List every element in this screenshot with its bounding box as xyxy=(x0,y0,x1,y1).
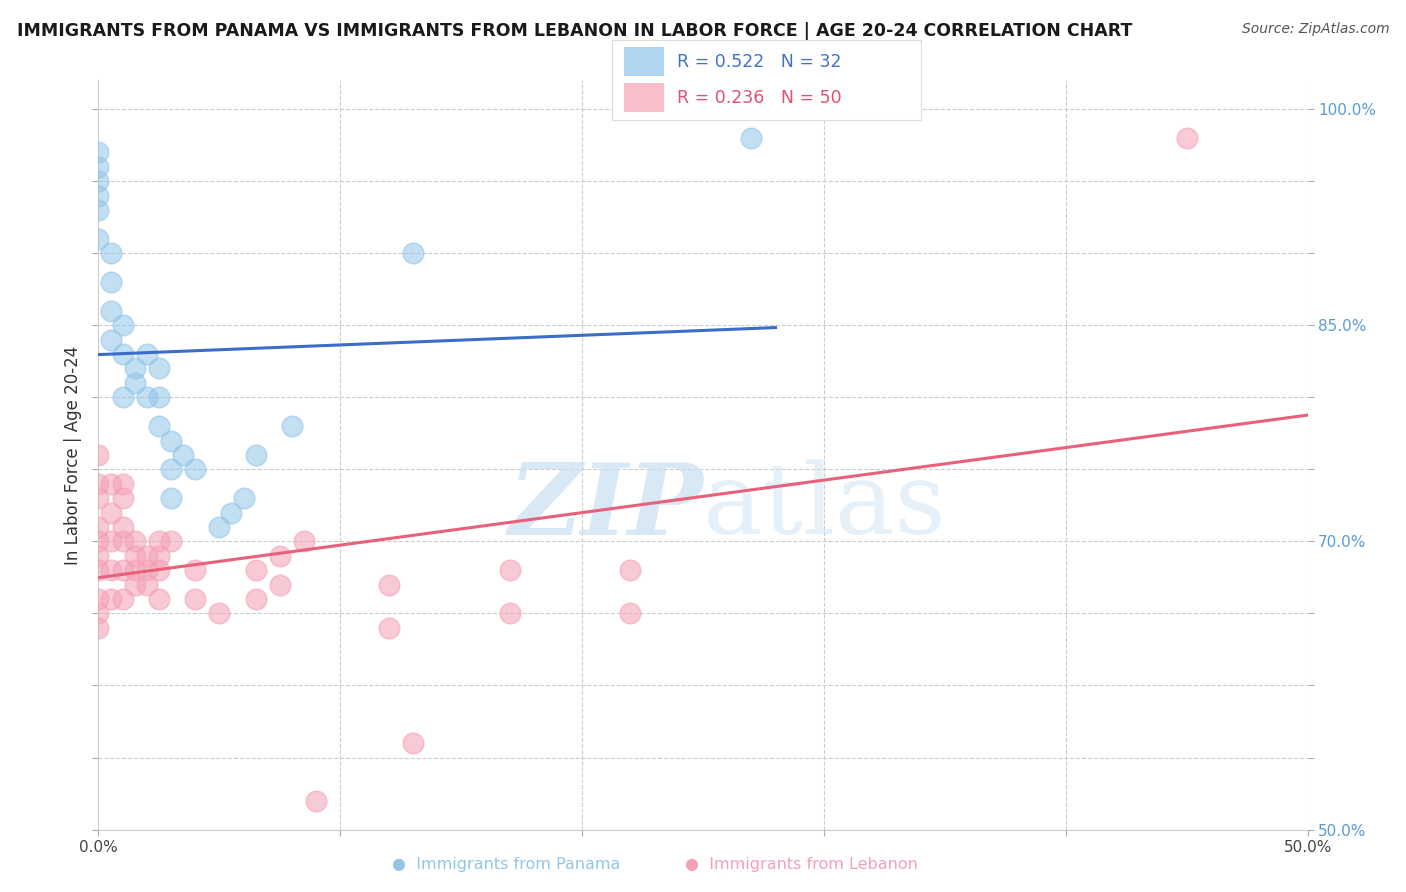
Text: ●  Immigrants from Panama: ● Immigrants from Panama xyxy=(392,857,620,872)
Text: Source: ZipAtlas.com: Source: ZipAtlas.com xyxy=(1241,22,1389,37)
Point xyxy=(498,563,520,577)
Point xyxy=(87,563,110,577)
Point xyxy=(124,549,146,563)
Point xyxy=(160,534,183,549)
Point xyxy=(148,549,170,563)
Point xyxy=(87,232,110,246)
Point xyxy=(160,491,183,505)
Point xyxy=(100,303,122,318)
Point xyxy=(377,577,399,591)
Point xyxy=(111,491,134,505)
Point xyxy=(377,621,399,635)
Point xyxy=(160,462,183,476)
Point xyxy=(160,434,183,448)
Point xyxy=(245,563,267,577)
Point xyxy=(87,202,110,217)
Text: atlas: atlas xyxy=(703,459,946,555)
Point xyxy=(281,419,304,434)
Point xyxy=(111,390,134,404)
Point xyxy=(135,563,157,577)
Point xyxy=(498,607,520,621)
Point xyxy=(87,534,110,549)
Text: ZIP: ZIP xyxy=(508,459,703,556)
Text: IMMIGRANTS FROM PANAMA VS IMMIGRANTS FROM LEBANON IN LABOR FORCE | AGE 20-24 COR: IMMIGRANTS FROM PANAMA VS IMMIGRANTS FRO… xyxy=(17,22,1132,40)
Point xyxy=(124,577,146,591)
Point xyxy=(87,491,110,505)
Point xyxy=(305,794,328,808)
Point xyxy=(87,621,110,635)
Point xyxy=(87,476,110,491)
Point xyxy=(172,448,194,462)
Y-axis label: In Labor Force | Age 20-24: In Labor Force | Age 20-24 xyxy=(63,345,82,565)
Point xyxy=(100,506,122,520)
Point xyxy=(100,476,122,491)
Point xyxy=(148,419,170,434)
Point xyxy=(87,174,110,188)
Point xyxy=(292,534,315,549)
Point xyxy=(148,390,170,404)
Point xyxy=(124,534,146,549)
Point xyxy=(245,592,267,607)
Point xyxy=(87,145,110,160)
Bar xyxy=(624,47,664,77)
Point xyxy=(221,506,243,520)
Point xyxy=(245,448,267,462)
Point xyxy=(111,476,134,491)
Point xyxy=(87,520,110,534)
Point xyxy=(402,736,425,750)
Point xyxy=(111,563,134,577)
Point xyxy=(87,160,110,174)
Point xyxy=(619,607,641,621)
Point xyxy=(135,390,157,404)
Point xyxy=(124,361,146,376)
Point xyxy=(232,491,254,505)
Point xyxy=(135,549,157,563)
Point xyxy=(619,563,641,577)
Point xyxy=(100,563,122,577)
Text: ●  Immigrants from Lebanon: ● Immigrants from Lebanon xyxy=(685,857,918,872)
Point xyxy=(87,549,110,563)
Point xyxy=(100,275,122,289)
Text: R = 0.522   N = 32: R = 0.522 N = 32 xyxy=(676,53,841,70)
Point xyxy=(402,246,425,260)
Point xyxy=(87,448,110,462)
Point xyxy=(100,246,122,260)
Bar xyxy=(624,84,664,112)
Point xyxy=(184,592,207,607)
Point xyxy=(148,592,170,607)
Point xyxy=(184,462,207,476)
Point xyxy=(1175,131,1198,145)
Point xyxy=(87,188,110,202)
Point xyxy=(111,520,134,534)
Point xyxy=(269,549,291,563)
Point xyxy=(111,318,134,333)
Point xyxy=(148,534,170,549)
Point xyxy=(135,347,157,361)
Point xyxy=(208,520,231,534)
Point xyxy=(124,563,146,577)
Point xyxy=(111,534,134,549)
Point xyxy=(148,361,170,376)
Point xyxy=(740,131,762,145)
Point xyxy=(111,592,134,607)
Point xyxy=(148,563,170,577)
Point xyxy=(87,607,110,621)
Point xyxy=(135,577,157,591)
Point xyxy=(184,563,207,577)
Point xyxy=(100,333,122,347)
Point xyxy=(111,347,134,361)
Point xyxy=(269,577,291,591)
Point xyxy=(87,592,110,607)
Point xyxy=(100,534,122,549)
Point xyxy=(124,376,146,390)
Point xyxy=(208,607,231,621)
Point xyxy=(100,592,122,607)
Text: R = 0.236   N = 50: R = 0.236 N = 50 xyxy=(676,89,841,107)
